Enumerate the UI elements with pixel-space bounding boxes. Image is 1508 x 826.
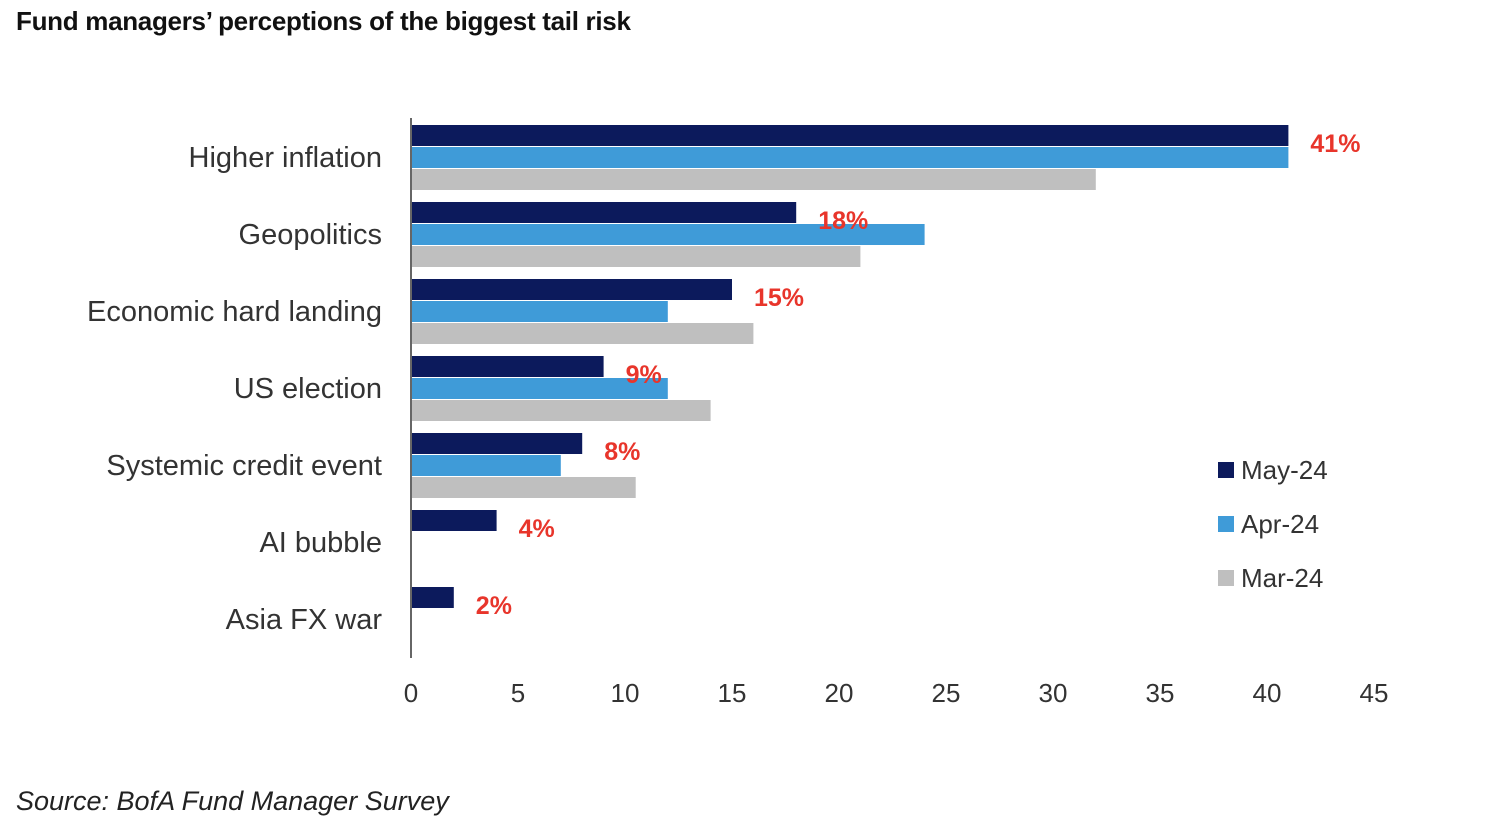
x-tick-label: 15 <box>718 678 747 708</box>
x-tick-label: 10 <box>611 678 640 708</box>
category-label: US election <box>234 373 382 405</box>
data-label: 15% <box>754 284 804 312</box>
data-label: 41% <box>1310 130 1360 158</box>
bar-apr-24-1 <box>411 224 925 245</box>
bar-apr-24-2 <box>411 301 668 322</box>
category-label: Higher inflation <box>189 142 382 174</box>
legend-swatch <box>1218 516 1234 532</box>
data-label: 2% <box>476 592 512 620</box>
x-tick-label: 0 <box>404 678 418 708</box>
category-label: Geopolitics <box>239 219 382 251</box>
data-label: 4% <box>519 515 555 543</box>
axis-layer: 0 5 10 15 20 25 30 35 40 45 <box>404 118 1389 708</box>
legend: May-24 Apr-24 Mar-24 <box>1218 455 1328 593</box>
bar-mar-24-4 <box>411 477 636 498</box>
bar-may-24-6 <box>411 587 454 608</box>
category-label: Economic hard landing <box>87 296 382 328</box>
data-label: 9% <box>626 361 662 389</box>
legend-label: May-24 <box>1241 455 1328 485</box>
bar-may-24-5 <box>411 510 497 531</box>
bar-apr-24-3 <box>411 378 668 399</box>
bar-may-24-4 <box>411 433 583 454</box>
bar-mar-24-3 <box>411 400 711 421</box>
category-label: Systemic credit event <box>106 450 382 482</box>
legend-swatch <box>1218 570 1234 586</box>
data-label: 8% <box>604 438 640 466</box>
bar-mar-24-2 <box>411 323 754 344</box>
bar-may-24-2 <box>411 279 732 300</box>
x-tick-label: 25 <box>932 678 961 708</box>
source-note: Source: BofA Fund Manager Survey <box>16 786 449 816</box>
bar-mar-24-0 <box>411 169 1096 190</box>
x-tick-label: 20 <box>825 678 854 708</box>
bar-may-24-1 <box>411 202 797 223</box>
legend-label: Apr-24 <box>1241 509 1319 539</box>
x-tick-label: 30 <box>1039 678 1068 708</box>
legend-label: Mar-24 <box>1241 563 1323 593</box>
labels-layer: Higher inflation 41% Geopolitics 18% Economi… <box>87 130 1360 636</box>
bar-apr-24-4 <box>411 455 561 476</box>
x-tick-label: 45 <box>1360 678 1389 708</box>
bar-may-24-3 <box>411 356 604 377</box>
bars-layer <box>411 125 1289 608</box>
category-label: AI bubble <box>259 527 382 559</box>
bar-may-24-0 <box>411 125 1289 146</box>
data-label: 18% <box>818 207 868 235</box>
category-label: Asia FX war <box>226 604 383 636</box>
x-tick-label: 40 <box>1253 678 1282 708</box>
x-tick-label: 5 <box>511 678 525 708</box>
bar-apr-24-0 <box>411 147 1289 168</box>
bar-mar-24-1 <box>411 246 861 267</box>
legend-swatch <box>1218 462 1234 478</box>
chart-title: Fund managers’ perceptions of the bigges… <box>16 6 631 36</box>
x-tick-label: 35 <box>1146 678 1175 708</box>
